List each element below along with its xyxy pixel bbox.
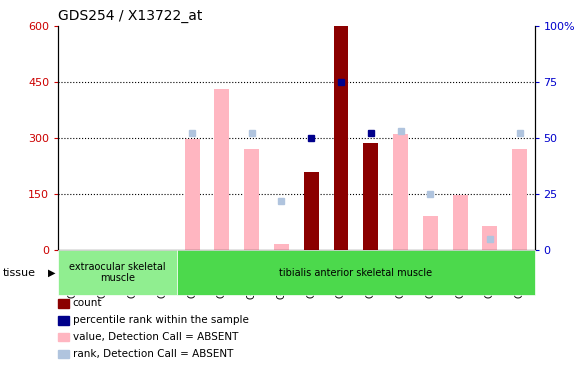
Text: ▶: ▶ xyxy=(48,268,55,277)
Bar xyxy=(304,172,318,250)
Text: value, Detection Call = ABSENT: value, Detection Call = ABSENT xyxy=(73,332,238,342)
Bar xyxy=(363,143,378,250)
Text: count: count xyxy=(73,298,102,309)
Bar xyxy=(482,226,497,250)
Bar xyxy=(244,149,259,250)
Text: rank, Detection Call = ABSENT: rank, Detection Call = ABSENT xyxy=(73,349,233,359)
Text: tissue: tissue xyxy=(3,268,36,277)
Bar xyxy=(423,216,437,250)
Bar xyxy=(393,134,408,250)
Bar xyxy=(214,89,229,250)
Bar xyxy=(512,149,527,250)
Text: tibialis anterior skeletal muscle: tibialis anterior skeletal muscle xyxy=(279,268,432,277)
Bar xyxy=(185,139,199,250)
Text: extraocular skeletal
muscle: extraocular skeletal muscle xyxy=(69,262,166,283)
Text: percentile rank within the sample: percentile rank within the sample xyxy=(73,315,249,325)
Bar xyxy=(453,195,468,250)
Bar xyxy=(274,244,289,250)
Text: GDS254 / X13722_at: GDS254 / X13722_at xyxy=(58,9,202,23)
Bar xyxy=(333,26,349,250)
